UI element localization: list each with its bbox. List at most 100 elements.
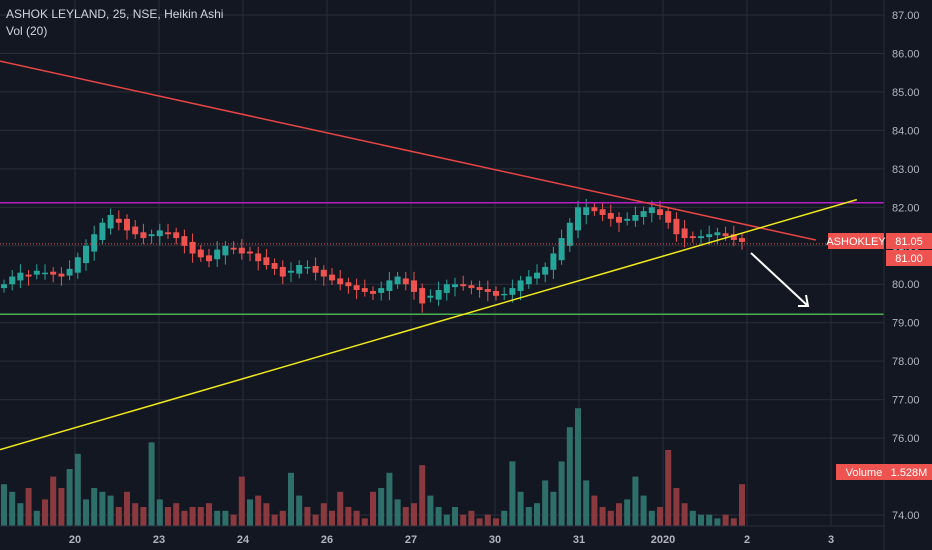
candle-body — [402, 278, 409, 285]
candle-body — [640, 211, 647, 217]
volume-bar — [304, 507, 311, 526]
red-trendline[interactable] — [0, 60, 816, 241]
candle-body — [115, 218, 122, 223]
y-tick-label: 77.00 — [892, 395, 920, 407]
candle-body — [657, 209, 663, 215]
candle-body — [33, 270, 40, 275]
volume-bar — [534, 503, 540, 526]
volume-bar — [616, 503, 622, 526]
volume-bar — [74, 453, 81, 526]
volume-bar — [320, 503, 327, 526]
candle-body — [739, 238, 745, 242]
candle-body — [583, 207, 590, 215]
volume-bar — [411, 503, 417, 526]
volume-bar — [698, 514, 704, 526]
volume-bar — [394, 499, 401, 526]
volume-bar — [706, 514, 713, 526]
volume-bar — [657, 507, 663, 526]
candle-body — [378, 288, 385, 293]
trendlines — [0, 60, 858, 451]
time-axis[interactable]: 20 23 24 26 27 30 31 2020 2 3 — [69, 534, 834, 546]
candle-body — [599, 209, 606, 215]
candle-body — [173, 232, 180, 239]
candle-body — [66, 268, 73, 276]
chart-title[interactable]: ASHOK LEYLAND, 25, NSE, Heikin Ashi — [6, 7, 224, 21]
candle-body — [509, 288, 516, 295]
x-tick-label: 24 — [237, 534, 250, 546]
volume-bar — [550, 491, 557, 526]
volume-bar — [115, 507, 122, 526]
volume-bar — [214, 510, 221, 526]
volume-bar — [739, 484, 745, 526]
candle-body — [279, 266, 286, 277]
volume-bar — [181, 510, 188, 526]
candle-body — [476, 287, 483, 290]
volume-bar — [722, 514, 729, 526]
volume-bar — [632, 476, 639, 526]
volume-bar — [714, 518, 721, 526]
volume-bar — [419, 465, 426, 526]
candle-body — [132, 226, 139, 235]
candle-body — [714, 232, 721, 236]
candle-body — [591, 207, 598, 212]
candle-body — [148, 234, 155, 237]
candle-body — [337, 278, 344, 285]
volume-bar — [279, 510, 286, 526]
candle-body — [247, 251, 253, 254]
candle-body — [91, 234, 98, 252]
candle-body — [1, 284, 7, 289]
volume-bar — [730, 518, 737, 526]
candle-body — [517, 280, 524, 291]
volume-bar — [58, 488, 65, 526]
y-tick-label: 85.00 — [892, 87, 920, 99]
candle-body — [394, 276, 401, 285]
candle-body — [255, 253, 262, 262]
volume-bar — [378, 488, 385, 526]
yellow-trendline[interactable] — [0, 198, 858, 451]
candle-body — [632, 215, 639, 221]
x-tick-label: 26 — [321, 534, 333, 546]
candle-body — [558, 238, 565, 261]
candle-body — [525, 276, 532, 285]
candle-body — [42, 272, 48, 275]
candle-body — [493, 290, 499, 296]
volume-bar — [575, 408, 581, 526]
candle-body — [673, 218, 680, 235]
volume-bar — [1, 484, 7, 526]
candle-body — [58, 273, 65, 277]
candle-body — [263, 257, 270, 265]
x-tick-label: 2 — [744, 534, 750, 546]
y-tick-label: 79.00 — [892, 318, 920, 330]
volume-bar — [353, 510, 360, 526]
volume-bar — [452, 507, 458, 526]
candle-body — [271, 263, 278, 269]
candle-body — [214, 249, 221, 260]
volume-badge: Volume 1.528M — [836, 464, 932, 480]
volume-bars — [1, 408, 745, 526]
candle-body — [468, 285, 475, 289]
candle-body — [181, 236, 188, 246]
svg-text:1.528M: 1.528M — [891, 467, 928, 479]
y-tick-label: 76.00 — [892, 433, 920, 445]
volume-bar — [9, 491, 16, 526]
volume-bar — [599, 507, 606, 526]
volume-bar — [624, 499, 631, 526]
candle-body — [197, 249, 204, 258]
volume-bar — [296, 495, 303, 526]
x-tick-label: 2020 — [651, 534, 675, 546]
candle-body — [50, 271, 57, 275]
volume-bar — [124, 491, 130, 526]
volume-indicator-label[interactable]: Vol (20) — [6, 24, 48, 38]
volume-bar — [640, 495, 647, 526]
volume-bar — [402, 507, 409, 526]
volume-bar — [484, 514, 491, 526]
candle-body — [386, 280, 393, 291]
level-price-badge: 81.00 — [886, 250, 932, 266]
volume-bar — [558, 461, 565, 526]
candle-body — [222, 245, 229, 256]
candle-body — [320, 269, 327, 277]
volume-bar — [681, 503, 688, 526]
candle-body — [501, 293, 508, 296]
price-axis[interactable]: 87.00 86.00 85.00 84.00 83.00 82.00 81.00 80.00… — [892, 10, 920, 522]
